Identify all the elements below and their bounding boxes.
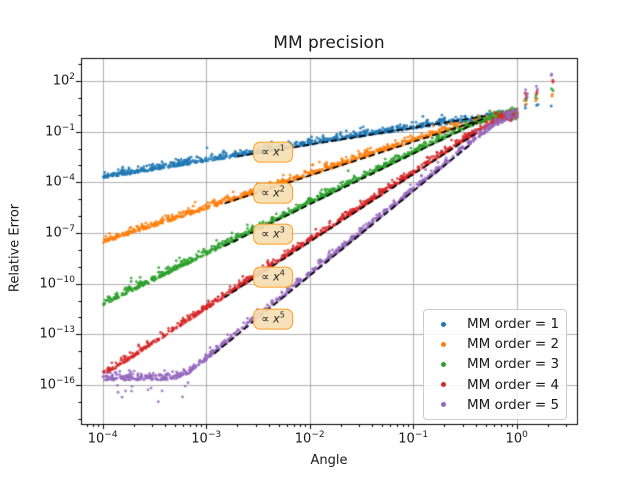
legend-label: MM order = 2: [467, 336, 560, 353]
legend-marker-dot: [441, 361, 446, 367]
legend-marker-dot: [441, 402, 446, 408]
legend-marker-dot: [441, 341, 446, 347]
legend-label: MM order = 1: [467, 316, 560, 333]
legend-entry-3: MM order = 3: [424, 354, 566, 374]
x-axis-label: Angle: [310, 453, 348, 468]
legend-entry-2: MM order = 2: [424, 334, 566, 354]
legend-entry-5: MM order = 5: [424, 395, 566, 415]
legend-entry-4: MM order = 4: [424, 375, 566, 395]
legend-marker-dot: [441, 321, 446, 327]
legend-entry-1: MM order = 1: [424, 314, 566, 334]
legend-label: MM order = 3: [467, 356, 560, 373]
legend: MM order = 1 MM order = 2 MM order = 3 MM o…: [423, 309, 567, 420]
legend-label: MM order = 5: [467, 396, 560, 413]
chart-title: MM precision: [273, 33, 385, 53]
y-axis-label: Relative Error: [7, 203, 23, 293]
legend-marker-dot: [441, 382, 446, 388]
legend-label: MM order = 4: [467, 376, 560, 393]
